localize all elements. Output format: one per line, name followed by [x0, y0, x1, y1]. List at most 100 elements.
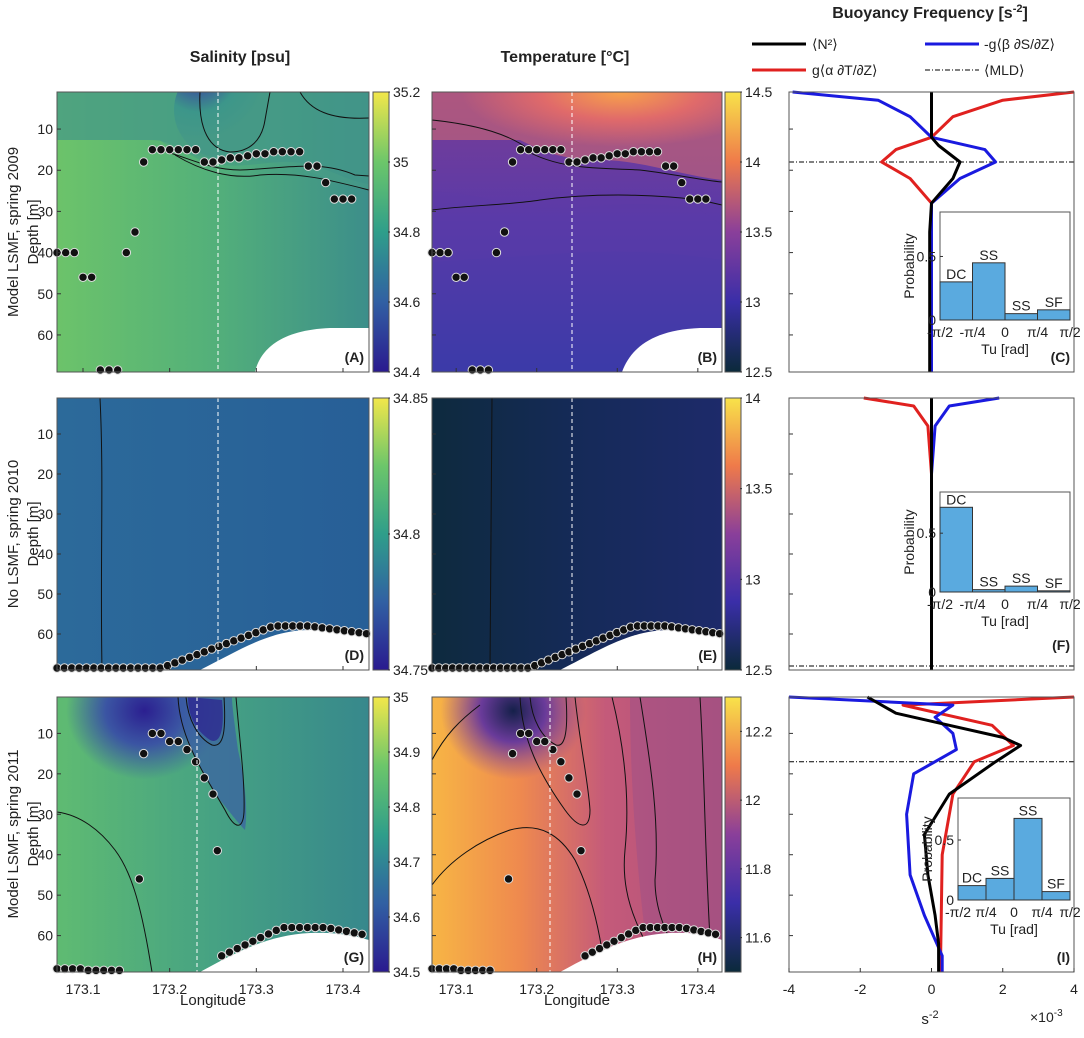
longitude-tick-label: 173.2	[519, 981, 554, 997]
row-label-2011: Model LSMF, spring 2011	[5, 750, 22, 919]
colorbar-tick-label: 13	[745, 571, 761, 587]
inset-bar-label: SS	[979, 247, 998, 263]
profile-point	[576, 845, 586, 856]
profile-point	[164, 736, 175, 747]
profile-point	[443, 247, 453, 258]
longitude-tick-label: 173.3	[600, 981, 635, 997]
profile-point	[182, 744, 192, 755]
depth-tick-label: 20	[37, 466, 53, 482]
inset-xtick-label: π/4	[975, 904, 997, 920]
inset-bar	[1004, 585, 1038, 593]
profile-point	[556, 144, 566, 155]
colorbar-tick-label: 14	[745, 154, 761, 170]
depth-tick-label: 30	[37, 506, 53, 522]
profile-point	[710, 929, 721, 940]
inset-bar	[1037, 309, 1071, 321]
profile-point	[523, 144, 534, 155]
profile-point	[225, 153, 236, 163]
profile-point	[263, 929, 274, 939]
longitude-tick-label: 173.1	[65, 981, 100, 997]
colorbar-tick-label: 34.4	[393, 364, 420, 380]
profile-point	[668, 161, 679, 171]
profile-point	[173, 736, 184, 747]
profile-point	[532, 736, 542, 747]
profile-point	[507, 748, 518, 759]
colorbar-tick-label: 34.6	[393, 294, 420, 310]
colorbar-h-bar	[724, 696, 742, 973]
profile-point	[156, 144, 166, 155]
panel-g-contour-3	[57, 811, 153, 972]
panel-g-fresh-plume	[178, 697, 247, 830]
depth-tick-label: 10	[37, 121, 53, 137]
longitude-label-salinity: Longitude	[180, 992, 246, 1009]
colorbar-h-ticks: 12.2 12 11.8 11.6	[740, 723, 772, 946]
profile-point	[251, 149, 262, 159]
profile-point	[580, 155, 590, 165]
inset-xtick-label: π/2	[1059, 904, 1081, 920]
colorbar-tick-label: 12.2	[745, 723, 772, 739]
panel-a-fresh-core	[174, 92, 270, 158]
profile-point	[616, 932, 627, 943]
inset-ytick-label: 0	[946, 892, 954, 908]
colorbar-tick-label: 34.85	[393, 390, 428, 406]
profile-point	[523, 728, 534, 739]
panel-f-frame	[788, 397, 1075, 671]
panel-a-label: (A)	[345, 349, 364, 365]
profile-point	[294, 147, 305, 157]
profile-point	[232, 943, 242, 954]
colorbar-e: 14 13.5 13 12.5	[724, 390, 772, 678]
colorbar-tick-label: 34.7	[393, 854, 420, 870]
panel-a-seabed	[255, 328, 369, 372]
panel-b-profile-points	[427, 144, 711, 375]
profile-point	[312, 161, 322, 171]
panel-h-profile-points	[427, 728, 721, 976]
profile-point	[361, 628, 372, 639]
profile-point	[78, 272, 88, 282]
profile-point	[580, 951, 590, 961]
inset-bar-label: SS	[1019, 802, 1038, 818]
profile-point	[114, 965, 125, 976]
profile-point	[341, 926, 352, 937]
inset-ytick-label: 0.5	[917, 525, 937, 541]
profile-point	[515, 728, 526, 739]
inset-bar	[972, 589, 1006, 593]
colorbar-a: 35.2 35 34.8 34.6 34.4	[372, 84, 420, 380]
buoyancy-column-title: Buoyancy Frequency [s-2]	[832, 3, 1028, 22]
profile-point	[467, 365, 477, 375]
legend-salinity-term-label: -g⟨β ∂S/∂Z⟩	[984, 36, 1055, 52]
profile-point	[503, 874, 514, 884]
profile-point	[333, 925, 344, 935]
profile-point	[459, 272, 469, 282]
inset-xtick-label: π/2	[1059, 596, 1081, 612]
temperature-column-title: Temperature [°C]	[501, 49, 630, 66]
profile-point	[164, 144, 175, 155]
depth-label-row1: Depth [m]	[25, 199, 42, 264]
profile-point	[199, 773, 210, 783]
inset-ytick-label: 0.5	[917, 248, 937, 264]
profile-point	[208, 157, 218, 167]
n2-profile	[866, 695, 1023, 972]
colorbar-tick-label: 34.9	[393, 744, 420, 760]
row-label-2010: No LSMF, spring 2010	[5, 460, 22, 608]
profile-point	[190, 757, 201, 767]
profile-point	[485, 965, 495, 976]
panel-i-profiles	[788, 695, 1075, 973]
profile-point	[548, 144, 558, 155]
profile-point	[623, 929, 634, 939]
profile-point	[208, 789, 218, 799]
panel-h-contour-5	[611, 697, 661, 972]
profile-point	[612, 149, 622, 159]
inset-xtick-label: π/2	[1059, 324, 1081, 340]
profile-point	[701, 194, 711, 204]
profile-point	[338, 194, 348, 204]
colorbar-d: 34.85 34.8 34.75	[372, 390, 428, 678]
inset-xtick-label: 0	[1010, 904, 1018, 920]
inset-bar-label: SS	[1012, 298, 1031, 314]
profile-point	[255, 932, 266, 943]
depth-label-row2: Depth [m]	[25, 501, 42, 566]
colorbar-b-bar	[724, 91, 742, 373]
colorbar-e-ticks: 14 13.5 13 12.5	[740, 390, 772, 678]
panel-b-label: (B)	[698, 349, 717, 365]
